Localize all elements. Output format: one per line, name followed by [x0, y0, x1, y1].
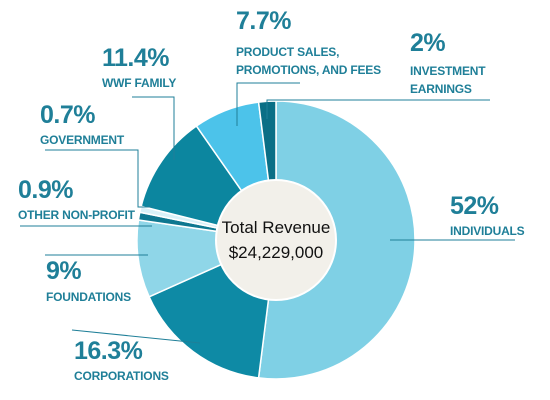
- slice-label-product-sales-line2: PROMOTIONS, AND FEES: [236, 63, 381, 77]
- slice-percent-individuals: 52%: [450, 192, 499, 220]
- slice-percent-government: 0.7%: [40, 101, 95, 129]
- slice-label-wwf-family: WWF FAMILY: [102, 76, 176, 90]
- center-value: $24,229,000: [229, 243, 324, 262]
- center-title: Total Revenue: [222, 218, 331, 237]
- slice-label-foundations: FOUNDATIONS: [46, 290, 131, 304]
- slice-label-other-nonprofit: OTHER NON-PROFIT: [18, 208, 136, 222]
- slice-label-individuals: INDIVIDUALS: [450, 224, 525, 238]
- leader-line-government: [45, 149, 152, 208]
- slice-percent-foundations: 9%: [46, 257, 81, 285]
- slice-percent-investment: 2%: [410, 29, 445, 57]
- leader-line-corporations: [71, 329, 201, 344]
- slice-percent-wwf-family: 11.4%: [102, 44, 169, 72]
- leader-line-product-sales: [236, 82, 300, 126]
- slice-percent-product-sales: 7.7%: [236, 7, 291, 35]
- slice-label-government: GOVERNMENT: [40, 133, 125, 147]
- slice-label-corporations: CORPORATIONS: [74, 369, 169, 383]
- slice-label-investment-line1: INVESTMENT: [410, 64, 486, 78]
- leader-line-investment: [266, 99, 490, 119]
- slice-percent-other-nonprofit: 0.9%: [18, 176, 73, 204]
- donut-center: [215, 179, 337, 301]
- slice-label-product-sales-line1: PRODUCT SALES,: [236, 45, 339, 59]
- leader-lines: [20, 82, 515, 344]
- slice-label-investment-line2: EARNINGS: [410, 82, 472, 96]
- slice-percent-corporations: 16.3%: [74, 337, 143, 365]
- leader-line-wwf-family: [132, 96, 175, 160]
